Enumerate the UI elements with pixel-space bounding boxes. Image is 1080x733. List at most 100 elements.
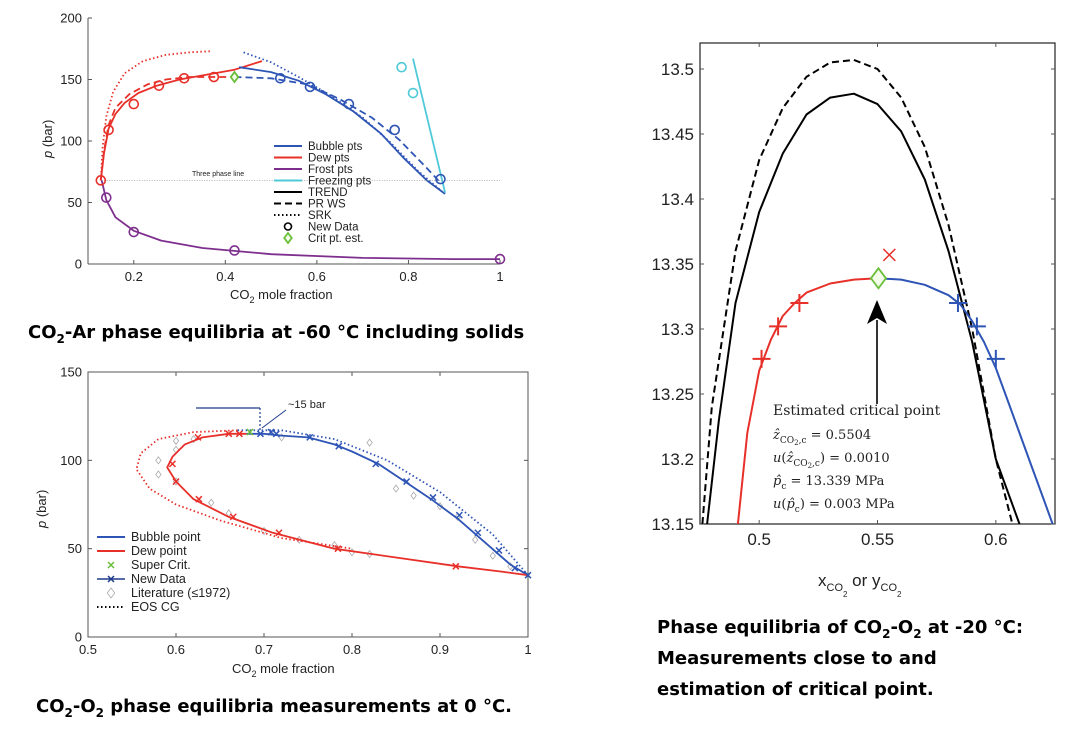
data-point xyxy=(986,349,1005,368)
svg-text:Estimated critical point: Estimated critical point xyxy=(773,403,941,419)
data-point xyxy=(335,442,343,450)
data-point xyxy=(229,70,240,84)
y-tick-label: 0 xyxy=(75,630,82,645)
p2-15bar-label: ~15 bar xyxy=(288,399,326,411)
data-point xyxy=(524,571,532,579)
y-tick-label: 13.3 xyxy=(661,320,694,339)
series-line xyxy=(237,429,529,576)
y-tick-label: 13.5 xyxy=(661,60,694,79)
y-tick-label: 50 xyxy=(68,541,82,556)
data-point xyxy=(172,478,180,486)
data-point xyxy=(403,478,411,486)
data-point xyxy=(343,98,355,110)
data-point xyxy=(489,551,496,560)
data-point xyxy=(769,317,788,336)
series-line xyxy=(877,277,1054,524)
data-point xyxy=(103,124,114,136)
data-point xyxy=(392,484,400,493)
y-tick-label: 13.15 xyxy=(651,515,694,534)
data-point xyxy=(472,535,479,544)
y-tick-label: 13.35 xyxy=(651,255,694,274)
legend-label: Dew pts xyxy=(308,153,350,165)
x-tick-label: 0.8 xyxy=(343,642,361,657)
y-tick-label: 50 xyxy=(68,195,82,210)
x-tick-label: 0.6 xyxy=(308,269,326,284)
svg-text:u(ẑCO2,c) = 0.0010: u(ẑCO2,c) = 0.0010 xyxy=(773,451,890,470)
y-tick-label: 150 xyxy=(60,72,82,87)
series-line xyxy=(234,76,442,184)
caption-co2-o2-m20c-line3: estimation of critical point. xyxy=(657,679,934,700)
legend-marker xyxy=(283,231,293,245)
data-point xyxy=(948,294,967,312)
y-tick-label: 13.45 xyxy=(651,125,694,144)
data-point xyxy=(306,433,314,441)
data-point xyxy=(190,434,197,444)
data-point xyxy=(95,175,107,186)
legend-label: EOS CG xyxy=(131,600,180,614)
data-point xyxy=(225,430,233,438)
legend-label: Crit pt. est. xyxy=(308,233,364,245)
data-point xyxy=(304,81,316,93)
legend-marker xyxy=(107,575,115,583)
data-point xyxy=(128,98,140,110)
chart-co2-o2-m20c: 13.15 13.2 13.25 13.3 13.35 13.4 13.45 13.5 0.5… xyxy=(651,42,1056,599)
svg-text:p̂c = 13.339 MPa: p̂c = 13.339 MPa xyxy=(773,474,885,492)
y-tick-label: 200 xyxy=(60,11,82,26)
x-tick-label: 0.6 xyxy=(167,642,185,657)
data-point xyxy=(256,430,265,438)
x-tick-label: 0.5 xyxy=(79,642,97,657)
data-point xyxy=(396,61,407,73)
series-line xyxy=(736,277,878,524)
data-point xyxy=(208,71,220,83)
x-tick-label: 0.5 xyxy=(747,530,771,549)
data-point xyxy=(494,253,506,265)
legend-label: SRK xyxy=(308,210,332,222)
data-point xyxy=(882,248,896,262)
p3-x-axis-label: xCO2 or yCO2 xyxy=(818,571,902,599)
p3-critical-arrow xyxy=(867,300,887,404)
data-point xyxy=(429,493,437,501)
data-point xyxy=(790,294,809,312)
p2-y-axis-label: p (bar) xyxy=(34,490,49,529)
legend-label: Freezing pts xyxy=(308,176,372,188)
p3-annotation-box: Estimated critical point ẑCO2,c = 0.5504… xyxy=(772,403,941,515)
p1-x-axis-label: CO2 mole fraction xyxy=(230,287,333,305)
data-point xyxy=(511,564,519,572)
y-tick-label: 150 xyxy=(60,365,82,380)
series-line xyxy=(100,180,500,261)
chart-co2-ar: 0 50 100 150 200 0.2 0.4 0.6 0.8 1 Three phase l… xyxy=(40,11,506,305)
data-point xyxy=(452,562,460,570)
x-tick-label: 1 xyxy=(496,269,503,284)
data-point xyxy=(372,460,380,468)
data-point xyxy=(389,124,401,136)
data-point xyxy=(153,80,165,91)
data-point xyxy=(366,438,373,447)
x-tick-label: 0.6 xyxy=(984,530,1008,549)
data-point xyxy=(495,546,503,554)
legend-marker xyxy=(106,587,116,599)
y-tick-label: 100 xyxy=(60,134,82,149)
legend-label: PR WS xyxy=(308,199,346,211)
x-tick-label: 0.8 xyxy=(399,269,417,284)
data-point xyxy=(407,87,419,99)
series-line xyxy=(99,76,230,181)
data-point xyxy=(334,545,342,553)
x-tick-label: 0.9 xyxy=(431,642,449,657)
series-line xyxy=(701,58,1014,524)
series-line xyxy=(166,432,529,577)
svg-text:u(p̂c) = 0.003 MPa: u(p̂c) = 0.003 MPa xyxy=(773,497,895,515)
data-point xyxy=(235,430,243,438)
data-point xyxy=(275,529,283,537)
x-tick-label: 0.7 xyxy=(255,642,273,657)
data-point xyxy=(172,436,180,446)
series-line xyxy=(135,429,353,550)
svg-text:ẑCO2,c = 0.5504: ẑCO2,c = 0.5504 xyxy=(772,428,871,447)
legend-marker xyxy=(107,561,115,569)
data-point xyxy=(208,498,215,507)
data-point xyxy=(274,72,286,84)
legend-label: Bubble point xyxy=(131,530,201,544)
data-point xyxy=(229,245,240,256)
data-point xyxy=(246,428,254,436)
